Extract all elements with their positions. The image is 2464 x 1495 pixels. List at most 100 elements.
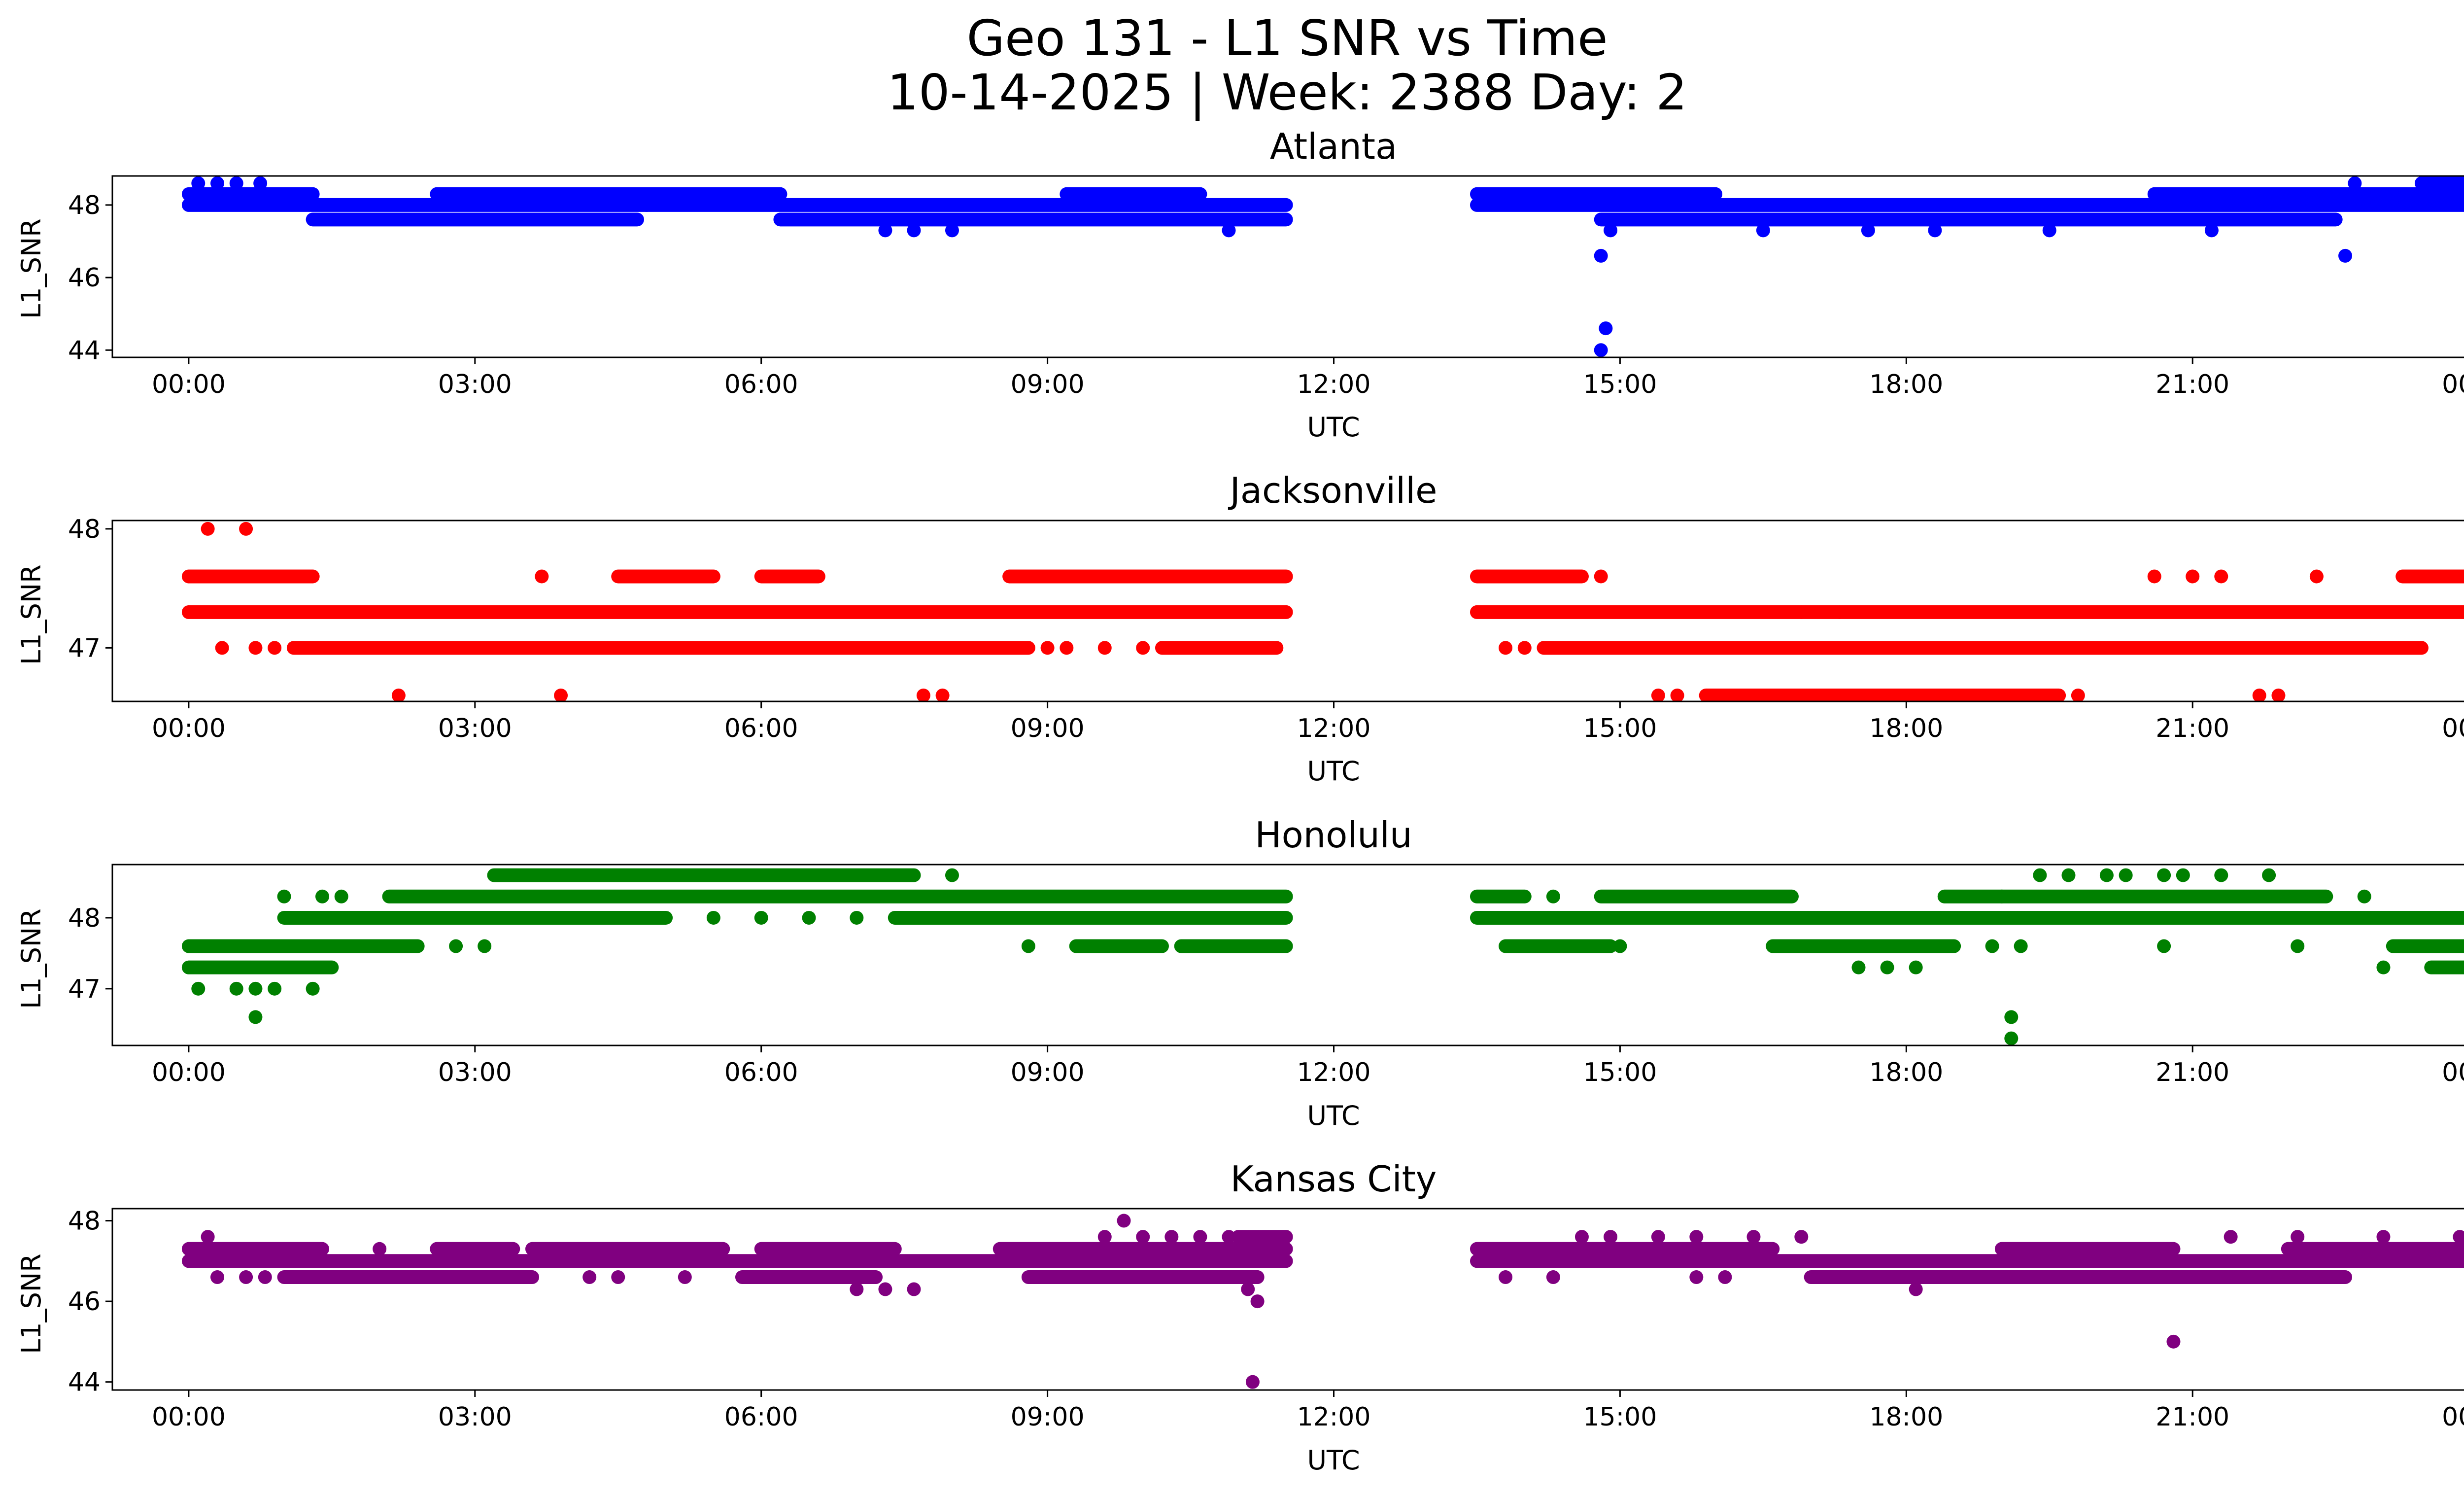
data-point: [201, 522, 215, 536]
data-point: [2262, 868, 2276, 882]
data-point: [1574, 1230, 1589, 1244]
data-point: [391, 688, 406, 701]
data-point: [1021, 939, 1035, 953]
data-point: [1689, 1270, 1704, 1285]
data-point: [2061, 868, 2076, 882]
data-point: [239, 1270, 253, 1285]
x-tick-label: 06:00: [724, 714, 798, 743]
data-point: [248, 641, 263, 655]
data-point: [1746, 1230, 1761, 1244]
x-axis-label: UTC: [1307, 756, 1360, 787]
x-tick-label: 06:00: [724, 1058, 798, 1087]
y-axis-label: L1_SNR: [16, 908, 47, 1009]
data-point: [1040, 641, 1055, 655]
data-point: [1651, 688, 1665, 701]
panel-title: Jacksonville: [1228, 470, 1437, 511]
data-point: [1499, 1270, 1513, 1285]
data-point: [1594, 569, 1608, 584]
data-point: [878, 1282, 892, 1296]
data-point: [248, 1010, 263, 1024]
data-point: [850, 910, 864, 925]
data-point: [478, 939, 492, 953]
data-point: [1880, 960, 1894, 974]
data-point: [1909, 1282, 1923, 1296]
data-point: [1250, 1294, 1265, 1309]
x-tick-label: 15:00: [1583, 714, 1657, 743]
y-tick-label: 48: [68, 1207, 101, 1236]
series-markers: [181, 1214, 2464, 1389]
x-tick-label: 12:00: [1297, 714, 1371, 743]
x-axis-label: UTC: [1307, 1445, 1360, 1476]
data-point: [1594, 248, 1608, 263]
x-tick-label: 03:00: [438, 370, 512, 399]
data-point: [229, 176, 243, 190]
data-point: [1909, 960, 1923, 974]
data-point: [535, 569, 549, 584]
series-markers: [181, 868, 2464, 1045]
data-point: [2099, 868, 2114, 882]
x-tick-label: 00:00: [2442, 1402, 2464, 1432]
data-point: [315, 889, 329, 904]
x-tick-label: 06:00: [724, 370, 798, 399]
x-tick-label: 21:00: [2156, 714, 2229, 743]
data-point: [2357, 889, 2371, 904]
data-point: [611, 1270, 625, 1285]
data-point: [1222, 223, 1236, 238]
data-point: [1718, 1270, 1732, 1285]
y-tick-label: 44: [68, 336, 101, 365]
x-tick-label: 06:00: [724, 1402, 798, 1432]
panel-jacksonville: Jacksonville UTC L1_SNR 00:00 03:00 06:00 0…: [16, 470, 2464, 787]
data-point: [1499, 641, 1513, 655]
data-point: [2376, 1230, 2391, 1244]
panel-title: Atlanta: [1270, 126, 1397, 167]
y-tick-label: 48: [68, 191, 101, 220]
data-point: [268, 981, 282, 996]
data-point: [1546, 889, 1560, 904]
data-point: [1594, 343, 1608, 357]
data-point: [935, 688, 950, 701]
data-point: [258, 1270, 272, 1285]
data-point: [373, 1242, 387, 1256]
x-tick-label: 21:00: [2156, 1402, 2229, 1432]
data-point: [2071, 688, 2085, 701]
data-point: [1164, 1230, 1179, 1244]
data-point: [2291, 1230, 2305, 1244]
data-point: [2157, 868, 2171, 882]
y-tick-label: 46: [68, 263, 101, 293]
x-tick-label: 21:00: [2156, 370, 2229, 399]
y-tick-label: 46: [68, 1287, 101, 1317]
data-point: [678, 1270, 692, 1285]
data-point: [277, 889, 291, 904]
data-point: [945, 868, 959, 882]
x-axis-label: UTC: [1307, 412, 1360, 443]
y-axis-label: L1_SNR: [16, 564, 47, 665]
x-tick-label: 09:00: [1011, 714, 1085, 743]
x-tick-label: 03:00: [438, 714, 512, 743]
data-point: [334, 889, 348, 904]
y-tick-label: 48: [68, 904, 101, 933]
panel-kansas-city: Kansas City UTC L1_SNR 00:00 03:00 06:00 09…: [16, 1158, 2464, 1476]
data-point: [201, 1230, 215, 1244]
x-tick-label: 18:00: [1869, 714, 1943, 743]
x-tick-label: 00:00: [2442, 714, 2464, 743]
x-tick-label: 21:00: [2156, 1058, 2229, 1087]
data-point: [2119, 868, 2133, 882]
data-point: [2291, 939, 2305, 953]
data-point: [2033, 868, 2047, 882]
data-point: [2376, 960, 2391, 974]
data-point: [210, 1270, 224, 1285]
data-point: [2348, 176, 2362, 190]
data-point: [2271, 688, 2286, 701]
data-point: [2166, 1334, 2181, 1349]
x-tick-label: 00:00: [2442, 370, 2464, 399]
data-point: [2157, 939, 2171, 953]
x-tick-label: 00:00: [152, 714, 226, 743]
data-point: [1222, 1230, 1236, 1244]
data-point: [253, 176, 268, 190]
data-point: [754, 910, 768, 925]
data-point: [1117, 1214, 1131, 1228]
data-point: [916, 688, 930, 701]
x-tick-label: 12:00: [1297, 1402, 1371, 1432]
y-tick-label: 47: [68, 633, 101, 663]
data-point: [1613, 939, 1627, 953]
